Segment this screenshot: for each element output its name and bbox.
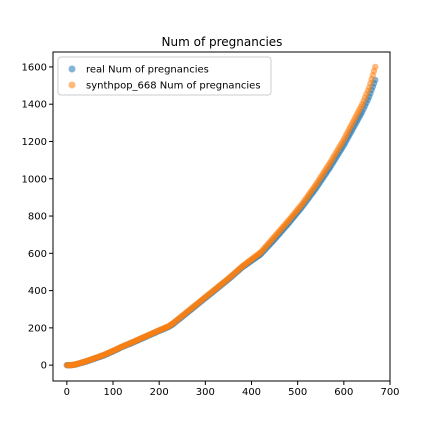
- y-tick-label: 1400: [22, 100, 47, 111]
- x-tick-label: 600: [334, 387, 353, 398]
- legend-marker: [68, 65, 76, 73]
- chart-title: Num of pregnancies: [162, 35, 283, 49]
- y-axis: 0 200 400 600 800 1000 1200 1400 1600: [22, 62, 53, 372]
- x-tick-label: 500: [288, 387, 307, 398]
- x-tick-label: 300: [196, 387, 215, 398]
- series-real: [63, 76, 379, 369]
- x-tick-label: 100: [103, 387, 122, 398]
- series-synthpop: [63, 63, 379, 369]
- x-tick-label: 200: [150, 387, 169, 398]
- legend-marker: [68, 81, 76, 89]
- legend-label: real Num of pregnancies: [86, 65, 209, 76]
- y-tick-label: 200: [28, 323, 47, 334]
- legend-label: synthpop_668 Num of pregnancies: [86, 81, 261, 92]
- plot-area: [63, 63, 379, 369]
- axes-frame: [52, 51, 391, 382]
- y-tick-label: 1000: [22, 174, 47, 185]
- y-tick-label: 1200: [22, 137, 47, 148]
- legend: real Num of pregnancies synthpop_668 Num …: [57, 56, 272, 96]
- y-tick-label: 600: [28, 249, 47, 260]
- legend-box: [57, 56, 272, 96]
- y-tick-label: 1600: [22, 62, 47, 73]
- x-tick-label: 400: [242, 387, 261, 398]
- y-tick-label: 0: [41, 361, 47, 372]
- x-tick-label: 0: [64, 387, 70, 398]
- x-axis: 0 100 200 300 400 500 600 700: [64, 381, 400, 398]
- y-tick-label: 800: [28, 212, 47, 223]
- x-tick-label: 700: [380, 387, 399, 398]
- y-tick-label: 400: [28, 286, 47, 297]
- data-point: [372, 63, 379, 71]
